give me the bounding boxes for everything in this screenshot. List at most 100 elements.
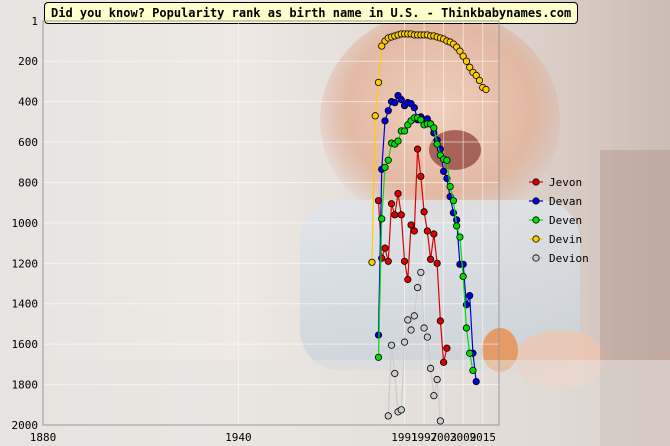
y-tick-label: 2000 [12,419,39,432]
data-point [417,116,425,124]
data-point [436,417,444,425]
data-point [482,85,490,94]
data-point [378,215,386,223]
x-tick-label: 1940 [225,431,252,444]
data-point [404,316,412,324]
data-point [381,244,389,252]
data-point [407,326,415,334]
data-point [413,145,422,153]
data-point [433,259,441,267]
data-point [371,112,379,120]
legend-label: Deven [549,214,582,227]
legend-entry-jevon: Jevon [529,176,582,189]
data-point [384,156,392,164]
data-point [456,233,464,241]
data-point [368,258,376,266]
legend-label: Devion [549,252,589,265]
legend-entry-devion: Devion [529,252,589,265]
data-point [449,197,457,205]
y-tick-label: 1200 [12,257,39,270]
data-point [443,156,451,164]
axes: 1200400600800100012001400160018002000188… [12,15,500,444]
x-tick-label: 2003 [430,431,457,444]
y-tick-label: 800 [18,176,38,189]
data-point [462,324,471,332]
data-point [430,392,438,400]
series-devion [384,268,444,425]
data-point [453,222,461,230]
data-point [397,406,405,414]
legend-swatch-marker [532,254,540,262]
data-point [459,52,467,60]
legend: Jevon Devan Deven Devin Devion [529,176,589,265]
data-point [420,208,428,216]
data-point [413,283,422,292]
data-point [410,312,418,320]
data-point [436,317,444,325]
data-point [472,377,480,386]
data-point [384,107,392,115]
data-point [400,127,409,135]
x-tick-label: 1991 [391,431,418,444]
data-point [387,200,396,208]
data-point [378,42,386,50]
data-point [397,211,405,219]
chart-title: Did you know? Popularity rank as birth n… [44,2,579,24]
data-point [391,99,399,107]
data-point [407,221,415,229]
data-point [440,358,448,366]
x-tick-label: 2015 [469,431,496,444]
data-point [381,117,389,125]
x-tick-label: 1997 [411,431,438,444]
legend-label: Jevon [549,176,582,189]
data-point [456,47,464,55]
legend-swatch-marker [532,235,540,243]
y-tick-label: 600 [18,136,38,149]
data-point [420,324,428,332]
data-point [426,364,435,373]
y-tick-label: 1 [31,15,38,28]
data-point [417,172,425,181]
legend-label: Devan [549,195,582,208]
data-point [417,268,425,277]
data-point [426,255,435,263]
data-point [400,338,409,346]
y-tick-label: 400 [18,96,38,109]
data-point [475,76,484,85]
data-point [462,301,471,309]
data-point [469,366,477,375]
y-tick-label: 1800 [12,379,39,392]
data-point [387,341,396,349]
data-point [433,375,441,384]
data-point [430,230,438,238]
data-point [472,71,480,79]
legend-entry-devin: Devin [529,233,582,246]
data-point [391,369,399,378]
data-point [466,63,474,71]
data-point [410,227,418,235]
data-point [384,412,392,420]
data-point [394,189,402,198]
series-layer [368,30,490,425]
data-point [391,211,399,219]
data-point [423,227,431,235]
data-point [443,344,451,352]
legend-swatch-marker [532,197,540,205]
data-point [374,353,383,361]
data-point [459,260,467,268]
y-tick-label: 1400 [12,298,39,311]
plot-border [42,20,500,426]
y-tick-label: 1000 [12,217,39,230]
data-point [400,257,409,265]
x-tick-label: 1880 [30,431,57,444]
legend-swatch-marker [532,216,540,224]
data-point [466,349,474,357]
data-point [433,140,441,148]
data-point [381,163,389,171]
data-point [446,182,454,191]
data-point [410,104,418,112]
data-point [462,57,471,65]
